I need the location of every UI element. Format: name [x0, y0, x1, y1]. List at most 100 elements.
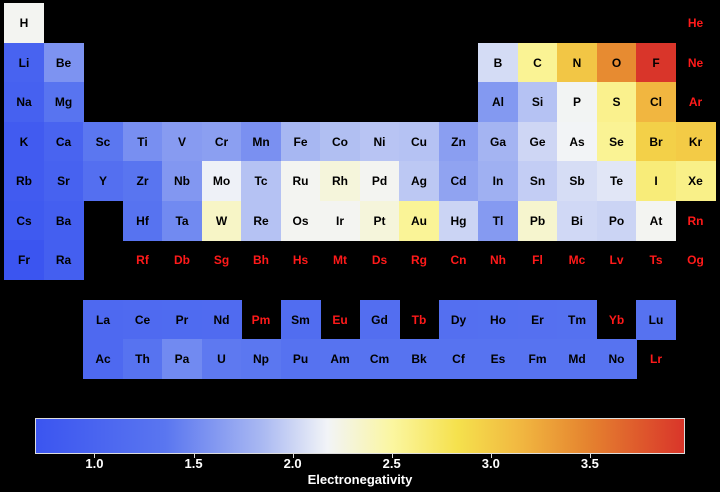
periodic-table-heatmap: H He Li Be B C N O F Ne Na Mg Al Si P S Cl Ar K Ca Sc Ti V Cr Mn…	[4, 3, 716, 379]
element-cell-rf: Rf	[136, 253, 149, 267]
element-cell-re: Re	[241, 200, 281, 241]
element-cell-sc: Sc	[83, 121, 123, 162]
element-cell-ge: Ge	[517, 121, 558, 162]
element-cell-bi: Bi	[557, 200, 597, 241]
element-cell-pb: Pb	[517, 200, 558, 241]
element-cell-be: Be	[43, 42, 84, 83]
element-cell-hg: Hg	[438, 200, 479, 241]
element-cell-b: B	[478, 42, 518, 83]
element-cell-u: U	[201, 339, 242, 379]
element-cell-md: Md	[557, 339, 597, 379]
element-cell-po: Po	[596, 200, 637, 241]
element-cell-hs: Hs	[292, 253, 309, 267]
element-cell-na: Na	[4, 82, 44, 122]
element-cell-ti: Ti	[122, 121, 163, 162]
element-cell-he: He	[687, 16, 704, 30]
element-cell-ca: Ca	[43, 121, 84, 162]
colorbar-tick-label: 3.0	[481, 456, 500, 471]
colorbar-tick	[391, 454, 393, 458]
element-cell-la: La	[83, 299, 123, 340]
element-cell-no: No	[596, 339, 637, 379]
element-cell-se: Se	[596, 121, 637, 162]
element-cell-v: V	[162, 121, 202, 162]
element-cell-zr: Zr	[122, 161, 163, 201]
colorbar-label: Electronegativity	[307, 472, 413, 487]
element-cell-mo: Mo	[201, 161, 242, 201]
element-cell-og: Og	[687, 253, 704, 267]
element-cell-ra: Ra	[43, 240, 84, 280]
element-cell-nh: Nh	[490, 253, 506, 267]
element-cell-th: Th	[122, 339, 163, 379]
element-cell-am: Am	[320, 339, 360, 379]
element-cell-sn: Sn	[517, 161, 558, 201]
element-cell-dy: Dy	[438, 299, 479, 340]
element-cell-si: Si	[517, 82, 558, 122]
element-cell-fl: Fl	[532, 253, 543, 267]
colorbar-tick	[490, 454, 492, 458]
element-cell-cs: Cs	[4, 200, 44, 241]
element-cell-fm: Fm	[517, 339, 558, 379]
element-cell-ta: Ta	[162, 200, 202, 241]
element-cell-tc: Tc	[241, 161, 281, 201]
element-cell-pd: Pd	[359, 161, 400, 201]
element-cell-fe: Fe	[280, 121, 321, 162]
element-cell-mt: Mt	[333, 253, 347, 267]
colorbar-tick	[193, 454, 195, 458]
element-cell-ds: Ds	[371, 253, 388, 267]
element-cell-ts: Ts	[649, 253, 663, 267]
element-cell-cl: Cl	[636, 82, 676, 122]
element-cell-at: At	[636, 200, 676, 241]
element-cell-au: Au	[399, 200, 439, 241]
element-cell-li: Li	[4, 42, 44, 83]
element-cell-hf: Hf	[122, 200, 163, 241]
element-cell-co: Co	[320, 121, 360, 162]
element-cell-h: H	[4, 3, 44, 43]
element-cell-nd: Nd	[201, 299, 242, 340]
element-cell-te: Te	[596, 161, 637, 201]
element-cell-ar: Ar	[688, 95, 703, 109]
element-cell-n: N	[557, 42, 597, 83]
element-cell-sr: Sr	[43, 161, 84, 201]
colorbar-tick	[292, 454, 294, 458]
element-cell-sm: Sm	[280, 299, 321, 340]
element-cell-sg: Sg	[213, 253, 230, 267]
colorbar	[35, 418, 685, 454]
element-cell-al: Al	[478, 82, 518, 122]
element-cell-w: W	[201, 200, 242, 241]
element-cell-lu: Lu	[636, 299, 676, 340]
element-cell-rb: Rb	[4, 161, 44, 201]
element-cell-ce: Ce	[122, 299, 163, 340]
colorbar-tick-label: 2.0	[283, 456, 302, 471]
element-cell-cn: Cn	[450, 253, 467, 267]
element-cell-cu: Cu	[399, 121, 439, 162]
element-cell-rg: Rg	[411, 253, 427, 267]
element-cell-np: Np	[241, 339, 281, 379]
element-cell-ga: Ga	[478, 121, 518, 162]
element-cell-mg: Mg	[43, 82, 84, 122]
element-cell-o: O	[596, 42, 637, 83]
element-cell-y: Y	[83, 161, 123, 201]
element-cell-ba: Ba	[43, 200, 84, 241]
element-cell-cd: Cd	[438, 161, 479, 201]
element-cell-ho: Ho	[478, 299, 518, 340]
element-cell-nb: Nb	[162, 161, 202, 201]
element-cell-br: Br	[636, 121, 676, 162]
element-cell-pr: Pr	[162, 299, 202, 340]
element-cell-p: P	[557, 82, 597, 122]
element-cell-es: Es	[478, 339, 518, 379]
element-cell-ac: Ac	[83, 339, 123, 379]
element-cell-s: S	[596, 82, 637, 122]
element-cell-pa: Pa	[162, 339, 202, 379]
element-cell-ne: Ne	[687, 55, 704, 70]
element-cell-pu: Pu	[280, 339, 321, 379]
element-cell-cm: Cm	[359, 339, 400, 379]
colorbar-tick-label: 1.0	[85, 456, 104, 471]
element-cell-bh: Bh	[253, 253, 269, 267]
element-cell-i: I	[636, 161, 676, 201]
element-cell-kr: Kr	[675, 121, 716, 162]
element-cell-k: K	[4, 121, 44, 162]
element-cell-rn: Rn	[687, 213, 704, 228]
element-cell-as: As	[557, 121, 597, 162]
element-cell-gd: Gd	[359, 299, 400, 340]
element-cell-fr: Fr	[4, 240, 44, 280]
